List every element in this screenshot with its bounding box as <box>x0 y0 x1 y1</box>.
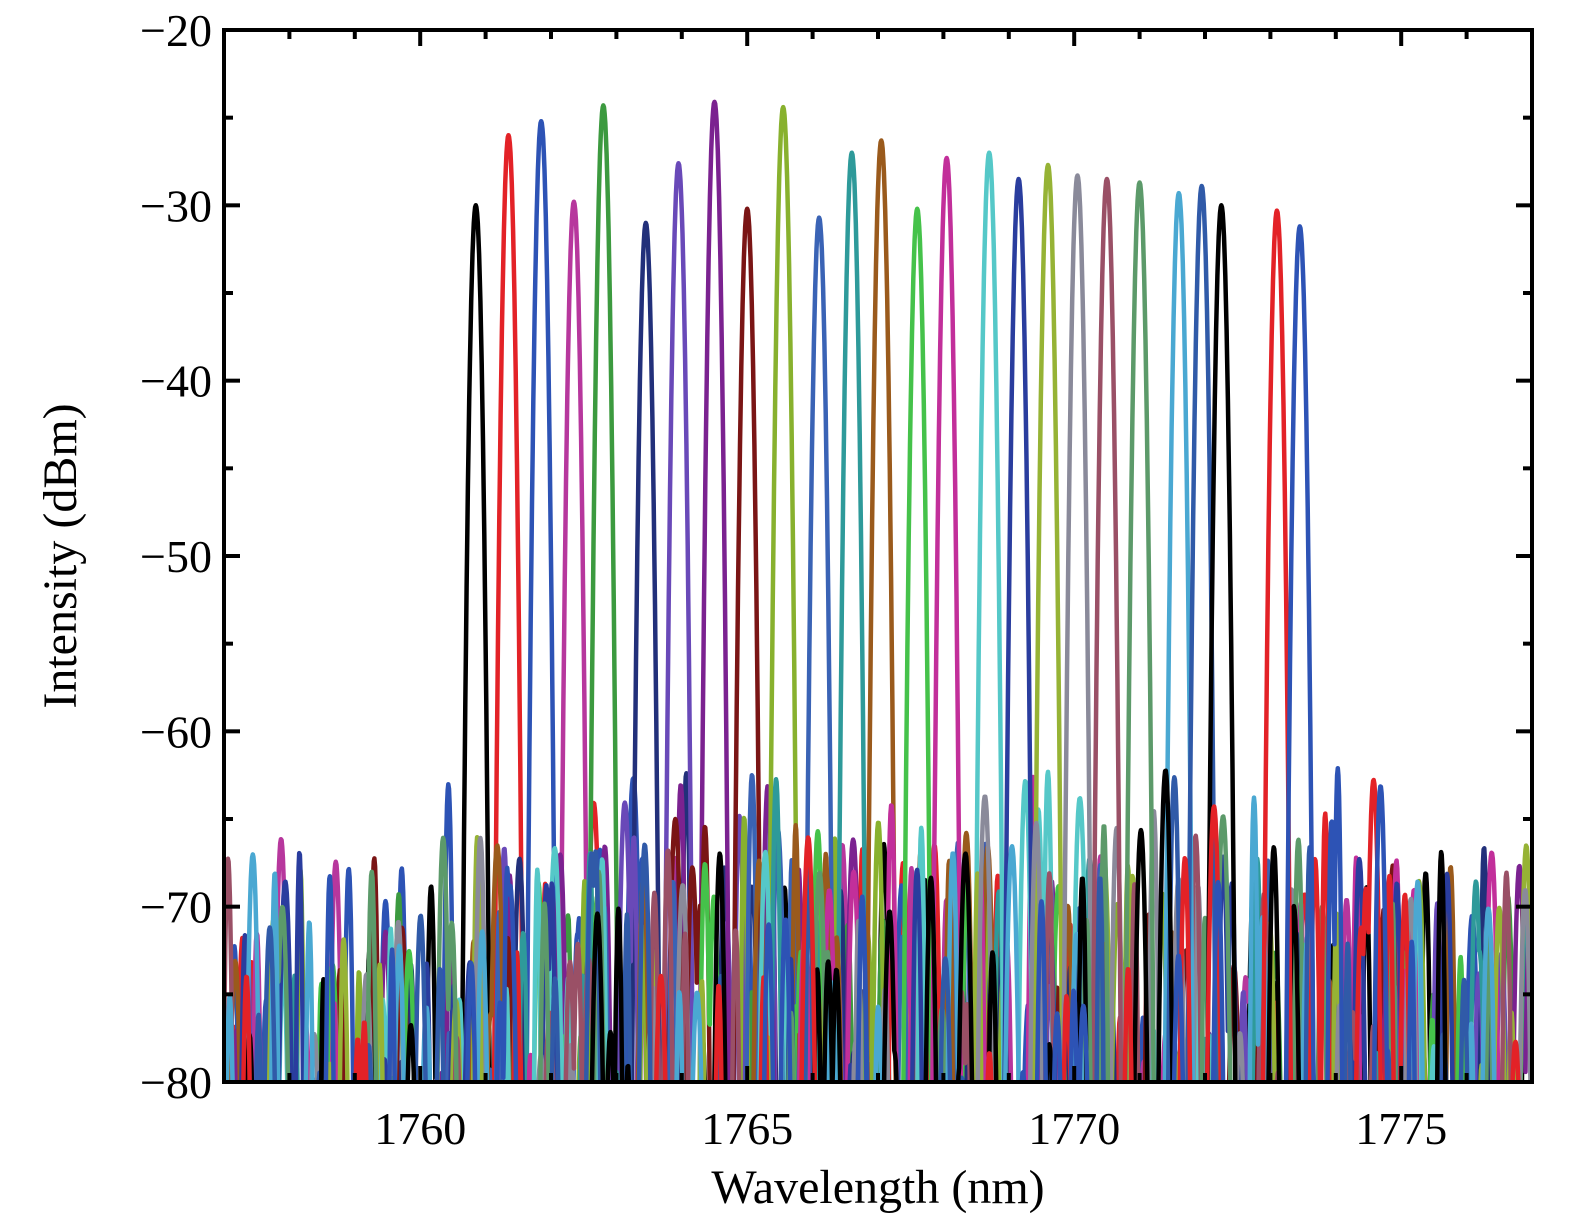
axes-layer: −20 −30 −40 −50 −60 −70 −80 1760 1765 1770 1775 <box>140 5 1534 1154</box>
y-axis-title: Intensity (dBm) <box>34 403 87 708</box>
x-axis-title: Wavelength (nm) <box>711 1161 1044 1214</box>
y-tick-label: −50 <box>140 531 212 582</box>
series-line-13 <box>228 138 1458 1082</box>
series-layer <box>224 99 1532 1082</box>
series-line-10 <box>294 104 1456 1082</box>
y-tick-label: −40 <box>140 356 212 407</box>
series-line-22 <box>224 190 1497 1082</box>
series-line-23 <box>254 183 1470 1082</box>
x-tick-label: 1760 <box>374 1103 466 1154</box>
y-tick-label: −30 <box>140 180 212 231</box>
x-tick-label: 1770 <box>1028 1103 1120 1154</box>
series-line-21 <box>271 180 1495 1082</box>
series-line-25 <box>241 208 1521 1082</box>
y-tick-label: −20 <box>140 5 212 56</box>
y-tick-label: −70 <box>140 882 212 933</box>
y-tick-label: −80 <box>140 1057 212 1108</box>
y-tick-label: −60 <box>140 706 212 757</box>
x-tick-label: 1775 <box>1355 1103 1447 1154</box>
x-tick-label: 1765 <box>701 1103 793 1154</box>
